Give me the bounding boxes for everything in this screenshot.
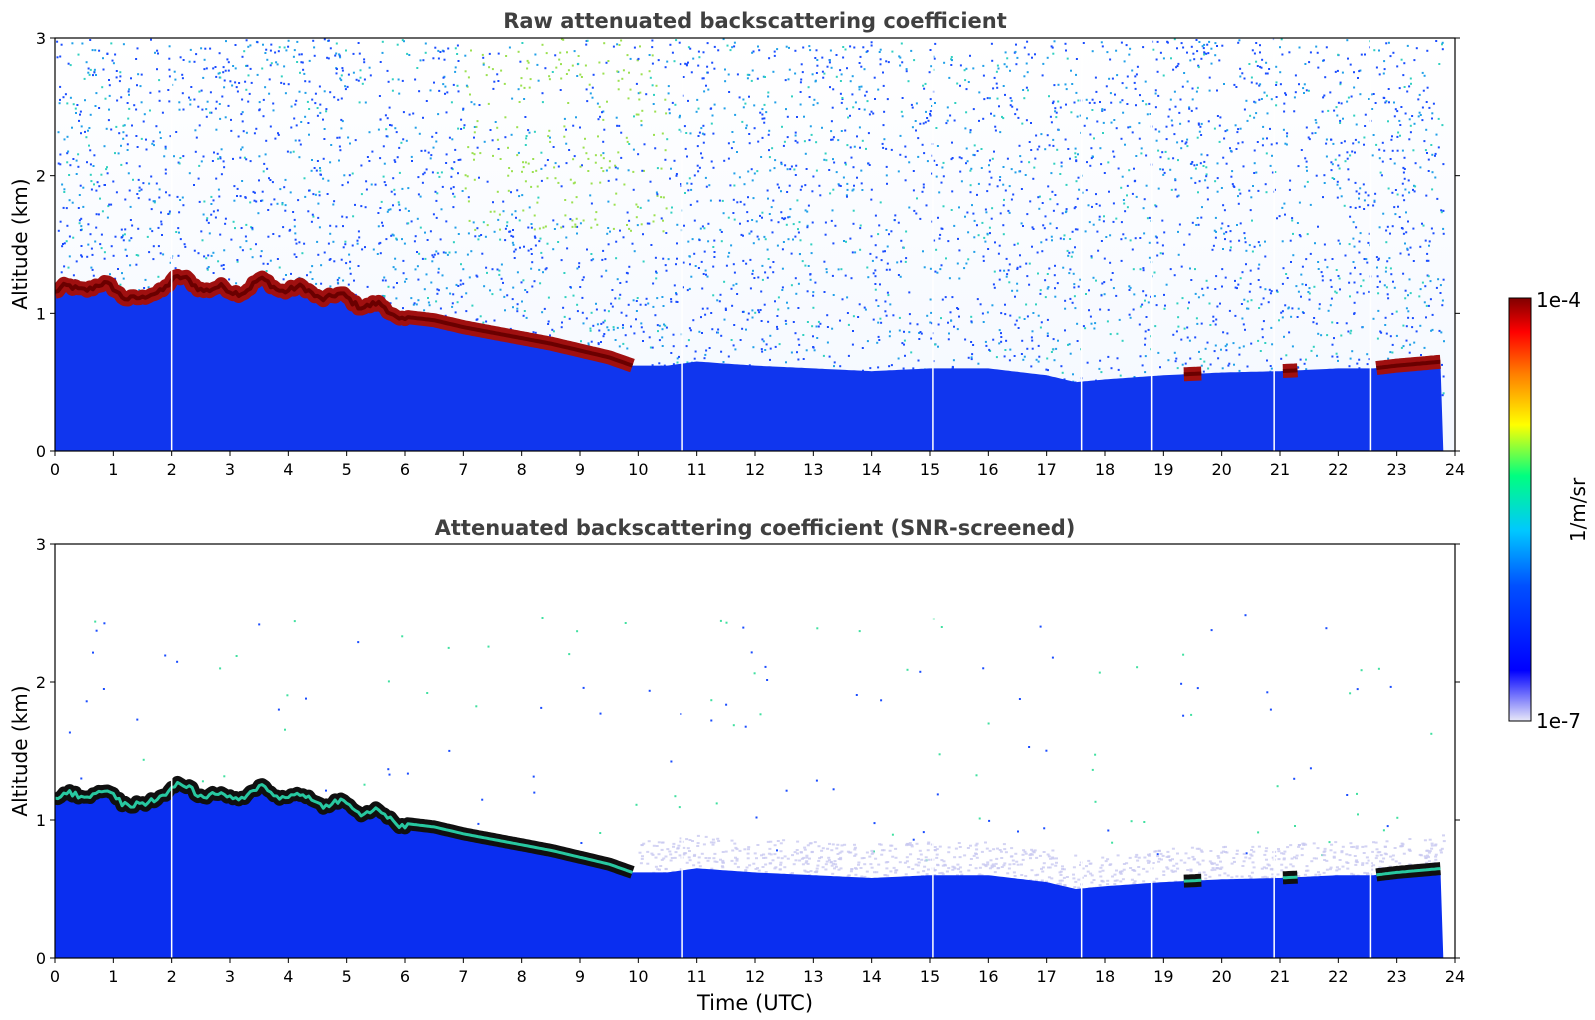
y-tick-label: 0 (36, 949, 46, 968)
x-tick-label: 1 (108, 967, 118, 986)
x-tick-label: 24 (1445, 460, 1465, 479)
data-gaps-raw (170, 38, 1372, 451)
colorbar-max-label: 1e-4 (1536, 288, 1581, 312)
x-tick-label: 24 (1445, 967, 1465, 986)
data-gaps-snr (170, 544, 1372, 958)
x-tick-label: 20 (1211, 967, 1231, 986)
y-axis-snr: 0 1 2 3 (36, 535, 1460, 968)
y-tick-label: 1 (36, 811, 46, 830)
colorbar-unit-label: 1/m/sr (1566, 477, 1590, 542)
x-tick-label: 23 (1386, 967, 1406, 986)
x-tick-label: 14 (861, 460, 881, 479)
y-tick-label: 1 (36, 304, 46, 323)
x-tick-label: 0 (50, 460, 60, 479)
chart-title-snr: Attenuated backscattering coefficient (S… (435, 516, 1076, 540)
x-tick-label: 5 (342, 460, 352, 479)
y-tick-label: 2 (36, 673, 46, 692)
y-tick-label: 3 (36, 535, 46, 554)
x-tick-label: 19 (1153, 460, 1173, 479)
x-tick-label: 17 (1036, 460, 1056, 479)
y-axis-label-snr: Altitude (km) (8, 685, 32, 816)
y-tick-label: 2 (36, 167, 46, 186)
x-tick-label: 10 (628, 967, 648, 986)
x-tick-label: 12 (745, 460, 765, 479)
x-tick-label: 2 (167, 967, 177, 986)
x-tick-label: 13 (803, 967, 823, 986)
x-axis-snr: 0 1 2 3 4 5 6 7 8 9 10 11 12 13 14 15 16 17 18 19 20 21 22 23 24 (50, 958, 1465, 986)
x-tick-label: 17 (1036, 967, 1056, 986)
x-tick-label: 16 (978, 967, 998, 986)
x-tick-label: 7 (458, 460, 468, 479)
x-tick-label: 3 (225, 967, 235, 986)
y-tick-label: 0 (36, 442, 46, 461)
x-tick-label: 16 (978, 460, 998, 479)
y-axis-raw: 0 1 2 3 (36, 29, 1460, 461)
x-tick-label: 13 (803, 460, 823, 479)
x-tick-label: 23 (1386, 460, 1406, 479)
x-tick-label: 21 (1270, 460, 1290, 479)
noise-field-raw (55, 38, 1445, 405)
x-tick-label: 8 (517, 460, 527, 479)
cloud-layer-core-raw (55, 273, 1441, 377)
x-tick-label: 15 (920, 460, 940, 479)
x-tick-label: 12 (745, 967, 765, 986)
y-axis-label-raw: Altitude (km) (8, 178, 32, 309)
x-tick-label: 0 (50, 967, 60, 986)
x-tick-label: 9 (575, 460, 585, 479)
x-tick-label: 6 (400, 967, 410, 986)
x-tick-label: 18 (1095, 460, 1115, 479)
x-tick-label: 14 (861, 967, 881, 986)
x-tick-label: 2 (167, 460, 177, 479)
colorbar-gradient (1508, 297, 1532, 722)
x-tick-label: 22 (1328, 460, 1348, 479)
plot-area-snr (55, 544, 1455, 958)
plot-area-raw (55, 38, 1455, 451)
x-tick-label: 22 (1328, 967, 1348, 986)
x-tick-label: 3 (225, 460, 235, 479)
cloud-layer-edge-snr (55, 780, 1441, 883)
colorbar: 1e-4 1e-7 1/m/sr (1508, 288, 1590, 733)
chart-title-raw: Raw attenuated backscattering coefficien… (503, 9, 1007, 33)
x-tick-label: 19 (1153, 967, 1173, 986)
x-tick-label: 10 (628, 460, 648, 479)
x-tick-label: 7 (458, 967, 468, 986)
x-tick-label: 5 (342, 967, 352, 986)
x-tick-label: 11 (686, 967, 706, 986)
x-tick-label: 8 (517, 967, 527, 986)
x-tick-label: 18 (1095, 967, 1115, 986)
x-tick-label: 15 (920, 967, 940, 986)
x-tick-label: 6 (400, 460, 410, 479)
x-tick-label: 20 (1211, 460, 1231, 479)
x-tick-label: 11 (686, 460, 706, 479)
x-tick-label: 1 (108, 460, 118, 479)
x-tick-label: 21 (1270, 967, 1290, 986)
x-tick-label: 9 (575, 967, 585, 986)
x-axis-label: Time (UTC) (696, 991, 813, 1015)
colorbar-min-label: 1e-7 (1536, 709, 1581, 733)
x-tick-label: 4 (283, 967, 293, 986)
x-axis-raw: 0 1 2 3 4 5 6 7 8 9 10 11 12 13 14 15 16 17 18 19 20 21 22 23 24 (50, 451, 1465, 479)
x-tick-label: 4 (283, 460, 293, 479)
y-tick-label: 3 (36, 29, 46, 48)
